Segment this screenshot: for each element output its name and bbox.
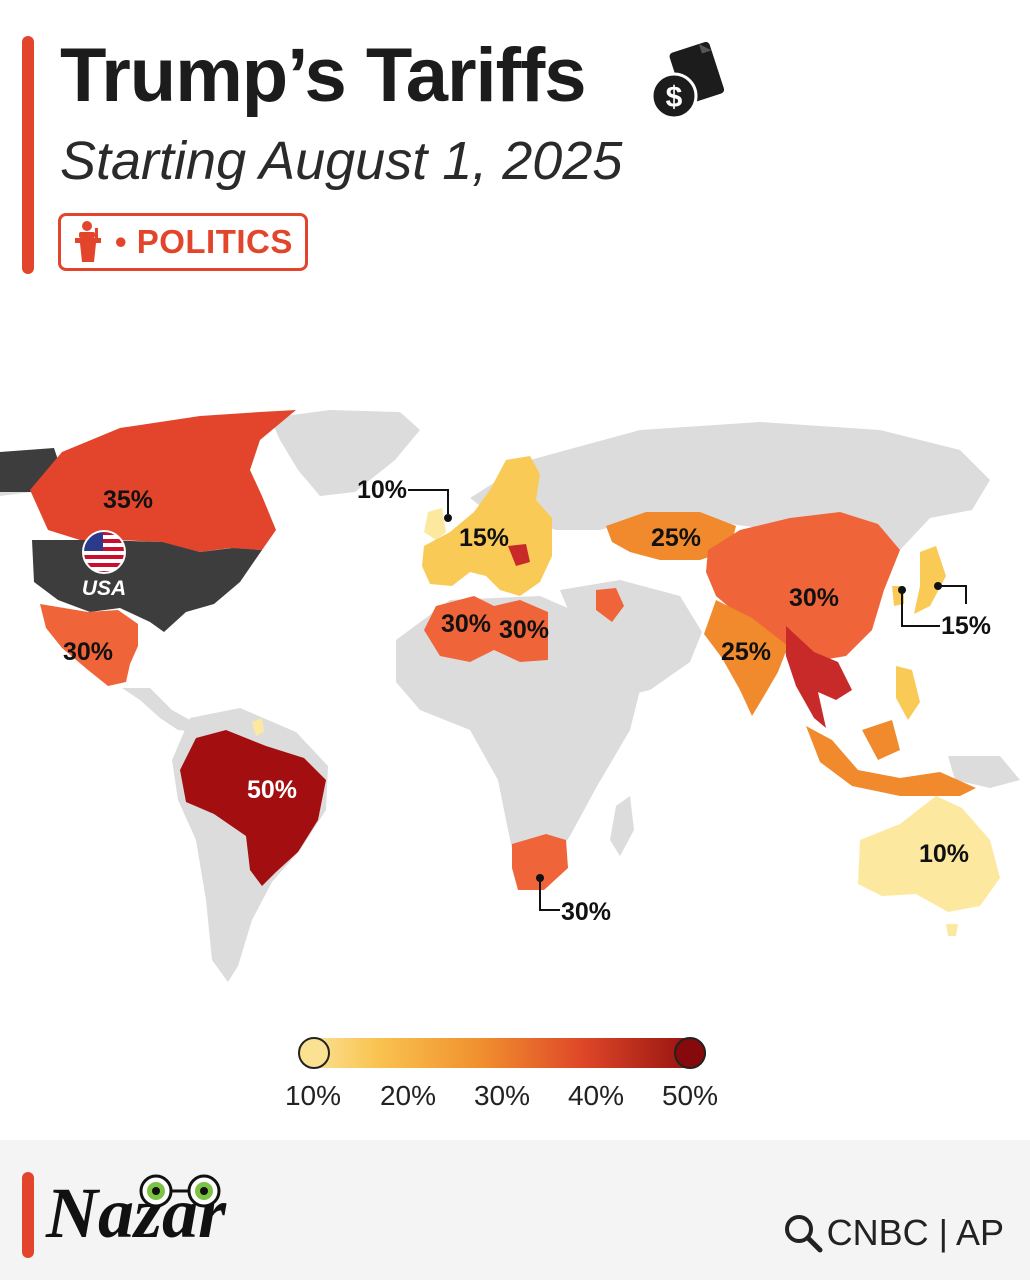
japan-leader-line xyxy=(901,590,940,627)
south-africa-leader-line xyxy=(539,878,560,911)
japan-leader-line-2 xyxy=(938,585,967,604)
legend-min-marker xyxy=(298,1037,330,1069)
australia xyxy=(858,796,1000,912)
south-africa-rate-label: 30% xyxy=(561,898,611,926)
libya-rate-label: 30% xyxy=(499,616,549,644)
legend-tick-10: 10% xyxy=(284,1080,342,1111)
mexico-rate-label: 30% xyxy=(63,638,113,666)
sources-text: CNBC | AP xyxy=(826,1212,1004,1253)
eu-rate-label: 15% xyxy=(459,524,509,552)
myanmar-laos-vietnam xyxy=(786,626,852,728)
leader-dots xyxy=(444,514,942,882)
legend-tick-50: 50% xyxy=(661,1080,719,1111)
uk-rate-label: 10% xyxy=(357,476,407,504)
tariff-countries xyxy=(0,410,1000,936)
footer xyxy=(0,1140,1030,1280)
world-tariff-map: USA 35% 30% 50% 10% 15% 30% 30% 25% 30% … xyxy=(0,410,1020,982)
eyes-icon xyxy=(139,1174,221,1208)
serbia-bosnia xyxy=(508,544,530,566)
malaysia-indonesia xyxy=(806,726,976,796)
leader-lines xyxy=(408,489,967,911)
alaska xyxy=(0,448,58,492)
philippines xyxy=(896,666,920,720)
new-guinea xyxy=(948,756,1020,788)
legend-max-marker xyxy=(674,1037,706,1069)
algeria-rate-label: 30% xyxy=(441,610,491,638)
india xyxy=(704,600,788,716)
borneo xyxy=(862,720,900,760)
canada xyxy=(30,410,296,552)
uk-leader-line xyxy=(408,489,449,514)
india-rate-label: 25% xyxy=(721,638,771,666)
page-subtitle: Starting August 1, 2025 xyxy=(60,131,623,191)
footer-accent-bar xyxy=(22,1172,34,1258)
japan-korea-rate-label: 15% xyxy=(941,612,991,640)
legend-tick-40: 40% xyxy=(567,1080,625,1111)
africa xyxy=(396,596,640,880)
kazakhstan-rate-label: 25% xyxy=(651,524,701,552)
land-base xyxy=(0,410,1020,982)
south-africa xyxy=(512,834,568,890)
legend-tick-30: 30% xyxy=(473,1080,531,1111)
legend-tick-20: 20% xyxy=(379,1080,437,1111)
south-africa-leader-dot xyxy=(536,874,544,882)
eurasia-north xyxy=(470,422,990,550)
korea-leader-dot xyxy=(898,586,906,594)
brazil-rate-label: 50% xyxy=(247,776,297,804)
badge-label: • POLITICS xyxy=(115,223,293,260)
category-badge[interactable]: • POLITICS xyxy=(58,213,308,271)
usa-label: USA xyxy=(82,577,126,600)
japan-leader-dot xyxy=(934,582,942,590)
search-icon xyxy=(784,1215,823,1253)
greenland xyxy=(270,410,420,496)
canada-rate-label: 35% xyxy=(103,486,153,514)
suriname-guyana xyxy=(252,718,264,736)
brazil xyxy=(180,730,326,886)
legend-color-scale xyxy=(298,1038,706,1068)
mexico xyxy=(40,604,138,686)
central-america xyxy=(122,688,196,732)
china-rate-label: 30% xyxy=(789,584,839,612)
podium-speaker-icon xyxy=(75,221,101,262)
libya xyxy=(494,600,548,662)
middle-east xyxy=(560,580,702,698)
money-document-icon: $ xyxy=(650,41,725,120)
svg-text:$: $ xyxy=(666,81,683,114)
japan xyxy=(914,546,946,614)
accent-bar xyxy=(22,36,34,274)
uk xyxy=(424,508,446,540)
tasmania xyxy=(946,924,958,936)
sources-credit: CNBC | AP xyxy=(783,1212,1004,1254)
madagascar xyxy=(610,796,634,856)
iraq xyxy=(596,588,624,622)
page-title: Trump’s Tariffs xyxy=(60,33,587,118)
kazakhstan xyxy=(606,512,736,560)
uk-leader-dot xyxy=(444,514,452,522)
australia-rate-label: 10% xyxy=(919,840,969,868)
algeria xyxy=(424,596,494,662)
